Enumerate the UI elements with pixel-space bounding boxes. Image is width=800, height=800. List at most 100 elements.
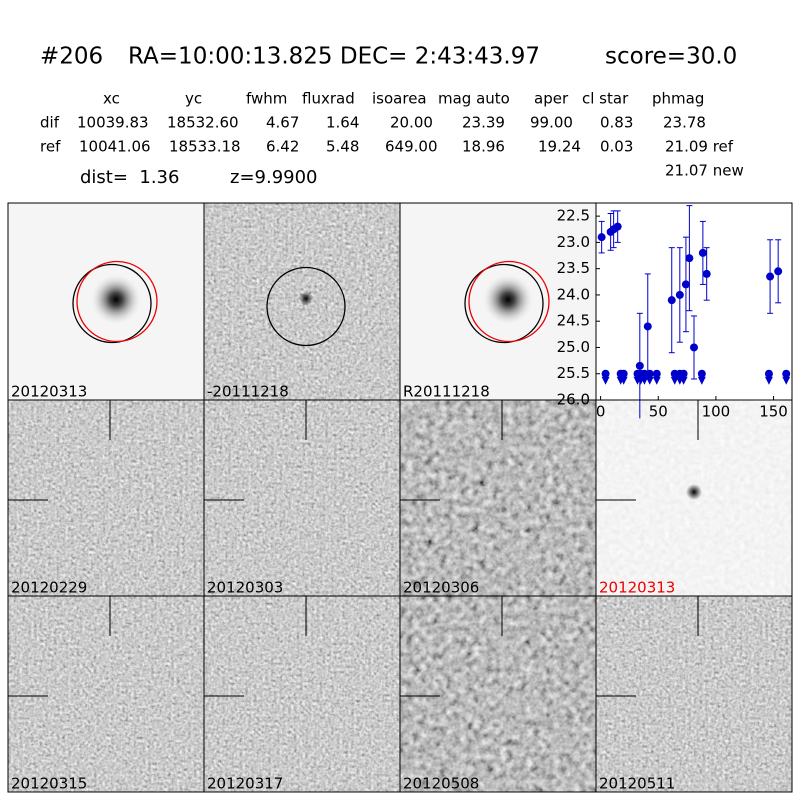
image-background bbox=[8, 596, 204, 792]
image-panel: 20120511 bbox=[596, 596, 792, 793]
panel-label: 20120313 bbox=[11, 383, 87, 401]
image-panel: 20120313 bbox=[596, 400, 792, 597]
panel-label: 20120306 bbox=[403, 579, 479, 597]
table-cell: dif bbox=[40, 114, 60, 132]
image-panel: 20120229 bbox=[8, 400, 204, 597]
image-panel: R20111218 bbox=[400, 203, 596, 401]
limit-point bbox=[697, 369, 706, 378]
image-panel: 20120315 bbox=[8, 596, 204, 793]
column-header: cl star bbox=[582, 90, 629, 108]
column-header: fluxrad bbox=[302, 90, 355, 108]
limit-point bbox=[645, 369, 654, 378]
column-header: yc bbox=[185, 90, 202, 108]
aperture-black bbox=[464, 263, 544, 344]
y-tick-label: 25.5 bbox=[557, 364, 590, 382]
x-tick-label: 50 bbox=[649, 403, 668, 421]
y-tick-label: 24.0 bbox=[557, 285, 590, 303]
limit-arrow bbox=[697, 376, 706, 385]
limit-arrow bbox=[652, 376, 661, 385]
image-panel: 20120317 bbox=[204, 596, 400, 793]
panel-label: 20120317 bbox=[207, 775, 283, 793]
aperture-black bbox=[266, 266, 346, 347]
table-cell: 21.09 ref bbox=[665, 138, 734, 156]
column-header: phmag bbox=[652, 90, 704, 108]
table-cell: 5.48 bbox=[326, 138, 359, 156]
table-cell: 6.42 bbox=[266, 138, 299, 156]
y-tick-label: 24.5 bbox=[557, 312, 590, 330]
limit-point bbox=[619, 369, 628, 378]
limit-point bbox=[601, 369, 610, 378]
panel-label: R20111218 bbox=[403, 383, 490, 401]
table-cell: 23.78 bbox=[663, 114, 706, 132]
table-cell: 20.00 bbox=[390, 114, 433, 132]
table-cell: 0.03 bbox=[600, 138, 633, 156]
redshift: z=9.9900 bbox=[230, 167, 318, 188]
y-tick-label: 22.5 bbox=[557, 207, 590, 225]
table-cell: 649.00 bbox=[385, 138, 438, 156]
limit-arrow bbox=[679, 376, 688, 385]
aperture-black bbox=[72, 263, 152, 344]
image-panel: 20120313 bbox=[8, 203, 204, 401]
image-background bbox=[400, 596, 596, 792]
table-cell: 10039.83 bbox=[77, 114, 149, 132]
panel-label: 20120303 bbox=[207, 579, 283, 597]
image-panel: 20120306 bbox=[400, 400, 596, 597]
column-header: xc bbox=[103, 90, 120, 108]
y-tick-label: 23.5 bbox=[557, 259, 590, 277]
panel-label: 20120313 bbox=[599, 579, 675, 597]
source bbox=[90, 273, 142, 326]
panel-label: -20111218 bbox=[207, 383, 289, 401]
table-cell: 18532.60 bbox=[167, 114, 239, 132]
image-panel: 20120303 bbox=[204, 400, 400, 597]
panel-label: 20120511 bbox=[599, 775, 675, 793]
source bbox=[299, 291, 313, 306]
y-tick-label: 25.0 bbox=[557, 338, 590, 356]
image-panel: 20120508 bbox=[400, 596, 596, 793]
aperture-red bbox=[468, 260, 550, 343]
panel-label: 20120315 bbox=[11, 775, 87, 793]
column-header: mag auto bbox=[438, 90, 510, 108]
column-header: isoarea bbox=[372, 90, 427, 108]
image-background bbox=[596, 596, 792, 792]
table-cell: 18.96 bbox=[462, 138, 505, 156]
table-cell: 0.83 bbox=[600, 114, 633, 132]
distance: dist= 1.36 bbox=[80, 167, 179, 188]
table-cell: 18533.18 bbox=[169, 138, 241, 156]
phmag-new: 21.07 new bbox=[665, 162, 744, 180]
coordinates: RA=10:00:13.825 DEC= 2:43:43.97 bbox=[128, 44, 540, 70]
table-cell: 19.24 bbox=[538, 138, 581, 156]
limit-point bbox=[782, 369, 791, 378]
source bbox=[686, 484, 702, 500]
score: score=30.0 bbox=[605, 44, 737, 70]
aperture-red bbox=[76, 260, 158, 343]
limit-arrow bbox=[670, 376, 679, 385]
limit-arrow bbox=[782, 376, 791, 385]
panel-label: 20120508 bbox=[403, 775, 479, 793]
image-background bbox=[400, 400, 596, 596]
x-tick-label: 0 bbox=[596, 403, 606, 421]
limit-point bbox=[652, 369, 661, 378]
image-background bbox=[8, 400, 204, 596]
limit-arrow bbox=[645, 376, 654, 385]
series bbox=[601, 369, 791, 385]
y-tick-label: 23.0 bbox=[557, 233, 590, 251]
candidate-id: #206 bbox=[40, 44, 103, 70]
source bbox=[482, 273, 534, 326]
column-header: fwhm bbox=[246, 90, 287, 108]
table-cell: 10041.06 bbox=[79, 138, 151, 156]
limit-arrow bbox=[640, 376, 649, 385]
image-background bbox=[204, 596, 400, 792]
panel-frame bbox=[7, 202, 793, 793]
limit-point bbox=[764, 369, 773, 378]
x-tick-label: 150 bbox=[759, 403, 788, 421]
image-background bbox=[204, 400, 400, 596]
table-cell: 4.67 bbox=[266, 114, 299, 132]
x-tick-label: 100 bbox=[702, 403, 731, 421]
limit-arrow bbox=[619, 376, 628, 385]
table-cell: 1.64 bbox=[326, 114, 359, 132]
column-header: aper bbox=[534, 90, 569, 108]
limit-arrow bbox=[764, 376, 773, 385]
table-cell: 99.00 bbox=[530, 114, 573, 132]
panel-label: 20120229 bbox=[11, 579, 87, 597]
